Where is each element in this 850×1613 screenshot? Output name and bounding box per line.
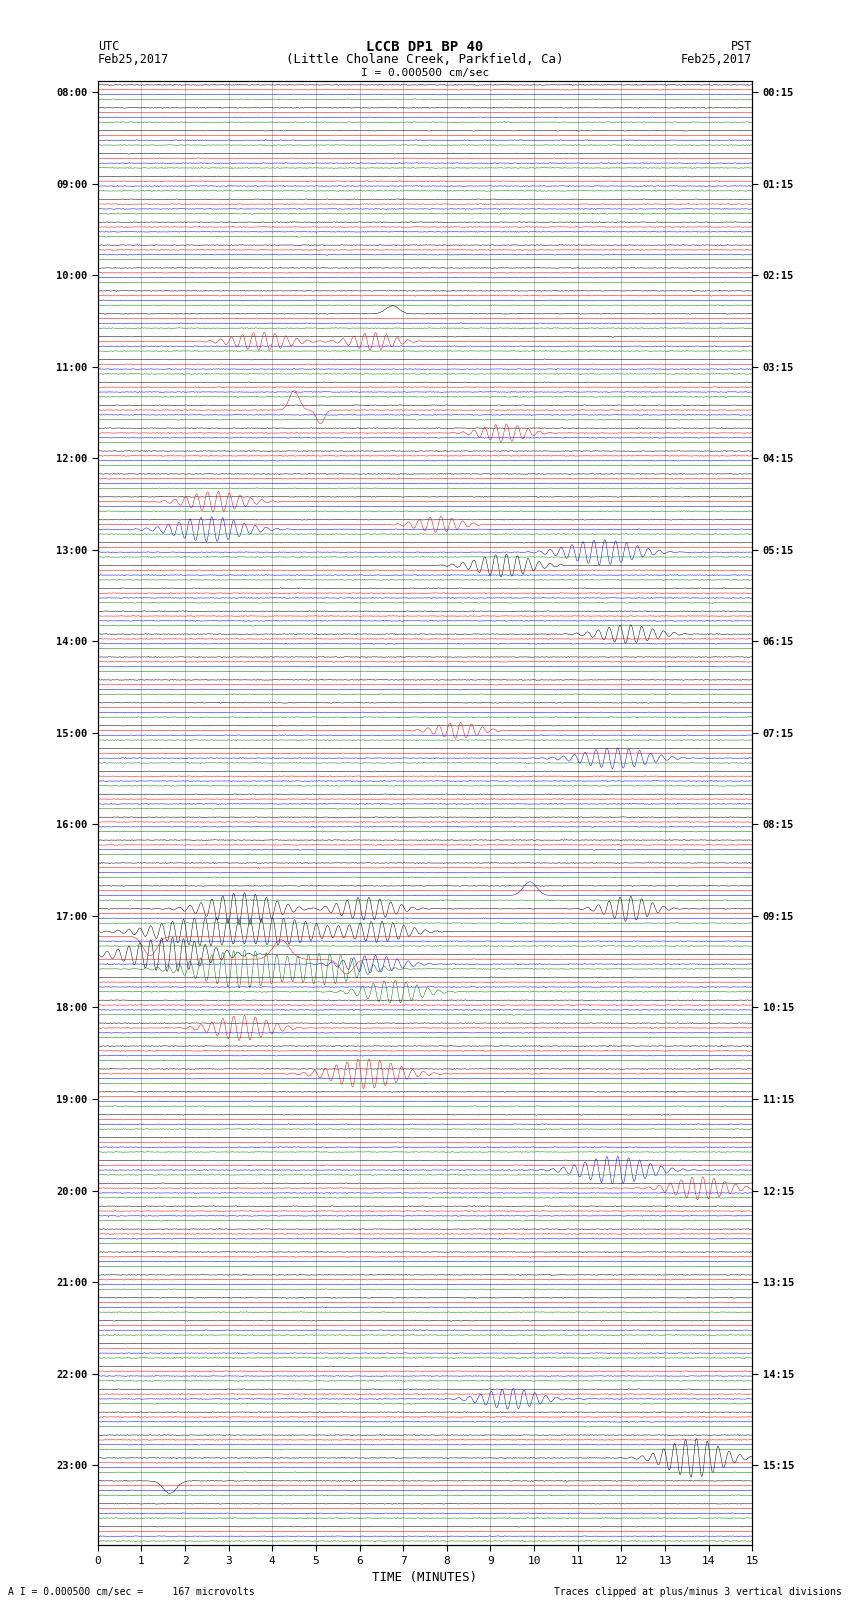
Text: (Little Cholane Creek, Parkfield, Ca): (Little Cholane Creek, Parkfield, Ca)	[286, 53, 564, 66]
Text: Feb25,2017: Feb25,2017	[98, 53, 169, 66]
Text: LCCB DP1 BP 40: LCCB DP1 BP 40	[366, 40, 484, 55]
Text: I = 0.000500 cm/sec: I = 0.000500 cm/sec	[361, 68, 489, 77]
X-axis label: TIME (MINUTES): TIME (MINUTES)	[372, 1571, 478, 1584]
Text: UTC: UTC	[98, 40, 119, 53]
Text: A I = 0.000500 cm/sec =     167 microvolts: A I = 0.000500 cm/sec = 167 microvolts	[8, 1587, 255, 1597]
Text: Traces clipped at plus/minus 3 vertical divisions: Traces clipped at plus/minus 3 vertical …	[553, 1587, 842, 1597]
Text: PST: PST	[731, 40, 752, 53]
Text: Feb25,2017: Feb25,2017	[681, 53, 752, 66]
